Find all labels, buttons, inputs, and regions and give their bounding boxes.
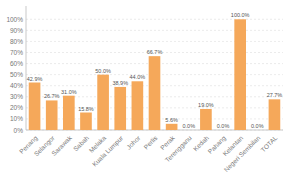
chart-container: 0% 10% 20% 30% 40% 50% 60% 70% 80% 90% 100% 42.9% 26…	[0, 0, 287, 176]
bar	[251, 130, 263, 131]
bar	[183, 130, 195, 131]
bar	[200, 109, 212, 130]
y-tick-label: 0%	[14, 127, 24, 134]
data-label: 0.0%	[182, 123, 195, 129]
bar	[80, 113, 92, 130]
y-tick-label: 30%	[10, 93, 23, 100]
data-label: 42.9%	[27, 76, 43, 82]
bar	[29, 83, 41, 130]
data-label: 66.7%	[147, 49, 163, 55]
y-axis-line	[26, 6, 27, 130]
y-ticks: 0% 10% 20% 30% 40% 50% 60% 70% 80% 90% 100%	[6, 16, 23, 134]
y-tick-label: 50%	[10, 71, 23, 78]
grid	[26, 19, 283, 130]
y-tick-label: 100%	[6, 16, 23, 23]
bar	[149, 56, 161, 130]
bar	[132, 81, 144, 130]
bar	[269, 99, 281, 130]
data-label: 100.0%	[231, 12, 250, 18]
bar	[166, 124, 178, 130]
chart-svg: 0% 10% 20% 30% 40% 50% 60% 70% 80% 90% 100% 42.9% 26…	[0, 0, 287, 176]
data-label: 5.6%	[165, 117, 178, 123]
data-label: 19.0%	[198, 102, 214, 108]
x-ticks: PenangSelangorSarawakSabahMelakaKuala Lu…	[18, 134, 279, 174]
x-tick-label: Kuala Lumpur	[91, 134, 126, 169]
bar	[234, 19, 246, 130]
y-tick-label: 40%	[10, 82, 23, 89]
bars	[29, 19, 281, 130]
data-label: 27.7%	[267, 92, 283, 98]
y-tick-label: 20%	[10, 104, 23, 111]
data-label: 0.0%	[251, 123, 264, 129]
bar	[46, 100, 58, 130]
data-labels: 42.9% 26.7%31.0% 15.8% 50.0%38.9%44.0% 66.7%…	[27, 12, 283, 129]
x-tick-label: Terengganu	[164, 134, 194, 164]
data-label: 0.0%	[217, 123, 230, 129]
y-tick-label: 70%	[10, 49, 23, 56]
y-tick-label: 80%	[10, 38, 23, 45]
bar	[63, 96, 75, 130]
y-tick-label: 90%	[10, 27, 23, 34]
y-tick-label: 10%	[10, 115, 23, 122]
x-tick-label: Johor	[125, 134, 142, 151]
data-label: 38.9%	[112, 80, 128, 86]
bar	[114, 87, 126, 130]
x-tick-label: Sarawak	[50, 134, 73, 157]
y-tick-label: 60%	[10, 60, 23, 67]
bar	[97, 75, 109, 130]
x-tick-label: Perlis	[142, 134, 159, 151]
data-label: 15.8%	[78, 106, 94, 112]
bar	[217, 130, 229, 131]
data-label: 50.0%	[95, 68, 111, 74]
x-tick-label: Negeri Sembilan	[222, 134, 262, 174]
x-tick-label: TOTAL	[259, 134, 279, 154]
data-label: 44.0%	[130, 74, 146, 80]
data-label: 31.0%	[61, 89, 77, 95]
data-label: 26.7%	[44, 93, 60, 99]
